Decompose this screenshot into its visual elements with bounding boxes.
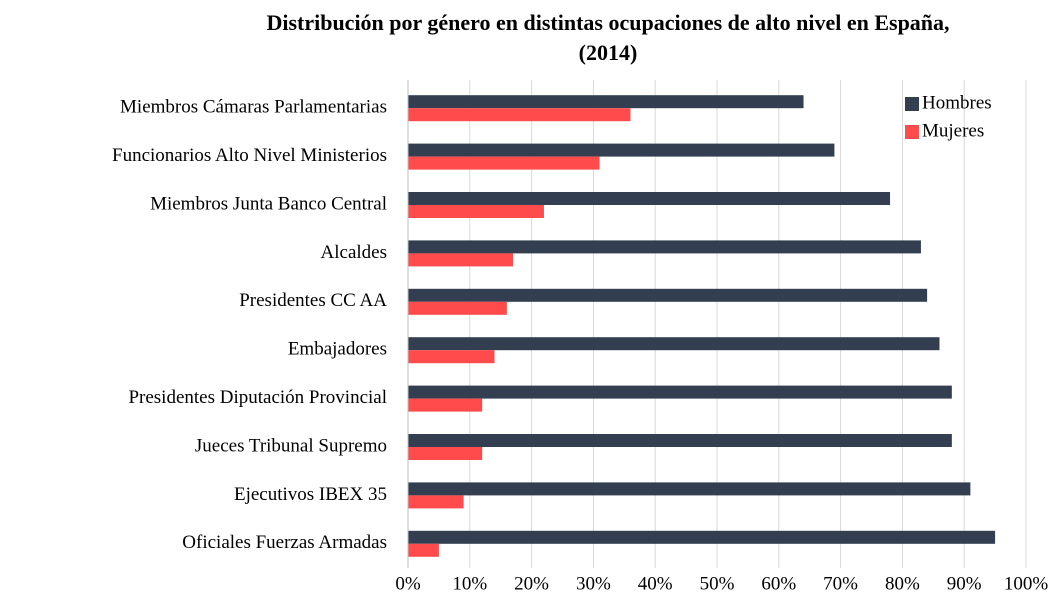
bar (408, 253, 514, 267)
y-tick-label: Funcionarios Alto Nivel Ministerios (112, 145, 387, 166)
x-tick-label: 100% (1004, 573, 1049, 594)
x-tick-label: 50% (700, 573, 735, 594)
bar (408, 288, 928, 302)
x-tick-label: 70% (823, 573, 858, 594)
y-tick-label: Alcaldes (321, 242, 387, 263)
y-tick-label: Miembros Cámaras Parlamentarias (120, 97, 387, 118)
bar (408, 156, 600, 170)
x-tick-label: 40% (638, 573, 673, 594)
x-tick-label: 20% (514, 573, 549, 594)
bar (408, 434, 952, 447)
y-tick-label: Embajadores (288, 339, 387, 360)
bar (408, 482, 971, 496)
bar (408, 530, 996, 544)
y-tick-label: Presidentes Diputación Provincial (128, 387, 387, 408)
bar (408, 240, 921, 254)
bar (408, 205, 544, 218)
bar (408, 192, 891, 205)
bar (408, 350, 495, 364)
legend-swatch (905, 97, 919, 111)
x-tick-label: 60% (761, 573, 796, 594)
bar (408, 108, 631, 122)
bar (408, 143, 835, 157)
x-tick-label: 90% (947, 573, 982, 594)
legend-label: Mujeres (922, 120, 984, 141)
y-tick-label: Oficiales Fuerzas Armadas (182, 532, 387, 553)
bar (408, 543, 439, 557)
x-tick-label: 80% (885, 573, 920, 594)
bar (408, 95, 804, 109)
y-tick-label: Presidentes CC AA (239, 290, 387, 311)
legend-swatch (905, 125, 919, 139)
y-tick-label: Jueces Tribunal Supremo (195, 435, 387, 456)
bar (408, 398, 483, 412)
legend-label: Hombres (922, 92, 992, 113)
bar (408, 301, 507, 315)
bar (408, 385, 952, 399)
x-tick-label: 0% (395, 573, 421, 594)
bar (408, 495, 464, 509)
y-tick-label: Ejecutivos IBEX 35 (234, 484, 387, 505)
y-tick-label: Miembros Junta Banco Central (150, 193, 387, 214)
bar (408, 447, 483, 460)
bar (408, 337, 940, 351)
chart-title: Distribución por género en distintas ocu… (266, 10, 950, 65)
x-tick-label: 10% (452, 573, 487, 594)
x-tick-label: 30% (576, 573, 611, 594)
